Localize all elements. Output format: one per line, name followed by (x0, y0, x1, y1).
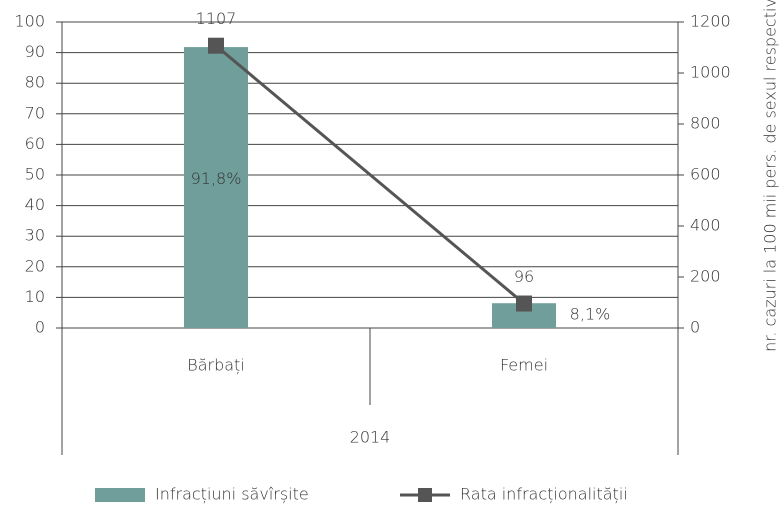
y-tick-label: 0 (35, 318, 45, 337)
y2-tick-label: 1000 (690, 63, 731, 82)
y2-tick-label: 1200 (690, 12, 731, 31)
line-marker (516, 295, 532, 312)
y2-tick-label: 200 (690, 267, 721, 286)
y-tick-label: 50 (25, 165, 45, 184)
y2-axis-label: nr. cazuri la 100 mii pers. de sexul res… (761, 0, 780, 352)
y-tick-label: 60 (25, 134, 45, 153)
legend-swatch (95, 488, 145, 502)
line-value-label: 96 (514, 267, 534, 286)
bar-value-label: 8,1% (570, 305, 611, 324)
line-value-label: 1107 (196, 9, 237, 28)
y-tick-label: 100 (14, 12, 45, 31)
bar-value-label: 91,8% (191, 169, 242, 188)
line-marker (208, 37, 224, 54)
x-tick-label: Femei (500, 356, 548, 375)
bar (184, 47, 248, 328)
y-tick-label: 30 (25, 226, 45, 245)
y2-tick-label: 0 (690, 318, 700, 337)
legend-label: Infracțiuni săvîrșite (155, 485, 309, 504)
legend-label: Rata infracționalității (460, 485, 628, 504)
y-tick-label: 10 (25, 287, 45, 306)
y-tick-label: 40 (25, 195, 45, 214)
y2-tick-label: 800 (690, 114, 721, 133)
y-tick-label: 80 (25, 73, 45, 92)
legend-marker (418, 488, 432, 502)
line (215, 44, 525, 305)
y-tick-label: 90 (25, 42, 45, 61)
y-tick-label: 70 (25, 103, 45, 122)
y2-tick-label: 400 (690, 216, 721, 235)
x-group-label: 2014 (350, 428, 391, 447)
y2-tick-label: 600 (690, 165, 721, 184)
y-tick-label: 20 (25, 256, 45, 275)
x-tick-label: Bărbați (187, 356, 245, 375)
